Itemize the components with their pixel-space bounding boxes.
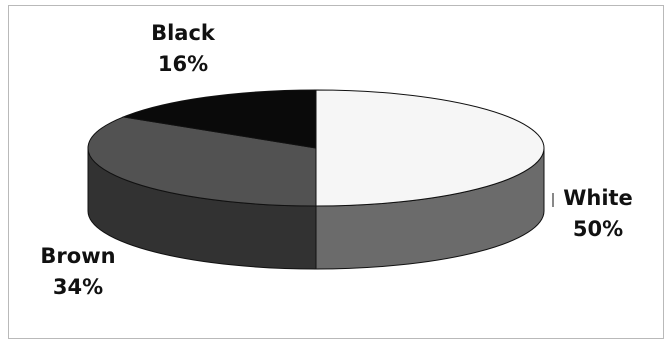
slice-value-black: 16% [158, 52, 208, 76]
slice-value-brown: 34% [53, 275, 103, 299]
pie-slice-black [121, 89, 317, 149]
slice-label-black: Black [151, 21, 216, 45]
slice-label-white: White [563, 186, 633, 210]
pie-slice-white [315, 89, 545, 207]
pie-tops [87, 89, 545, 207]
slice-value-white: 50% [573, 217, 623, 241]
slice-label-brown: Brown [40, 244, 115, 268]
